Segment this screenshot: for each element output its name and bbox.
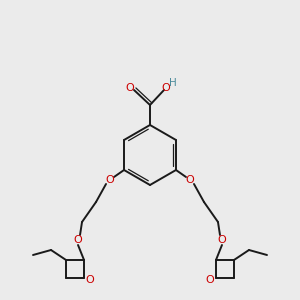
- Text: O: O: [162, 83, 170, 93]
- Text: O: O: [126, 83, 134, 93]
- Text: H: H: [169, 78, 177, 88]
- Text: O: O: [106, 175, 114, 185]
- Text: O: O: [218, 235, 226, 245]
- Text: O: O: [85, 275, 94, 285]
- Text: O: O: [206, 275, 214, 285]
- Text: O: O: [186, 175, 194, 185]
- Text: O: O: [74, 235, 82, 245]
